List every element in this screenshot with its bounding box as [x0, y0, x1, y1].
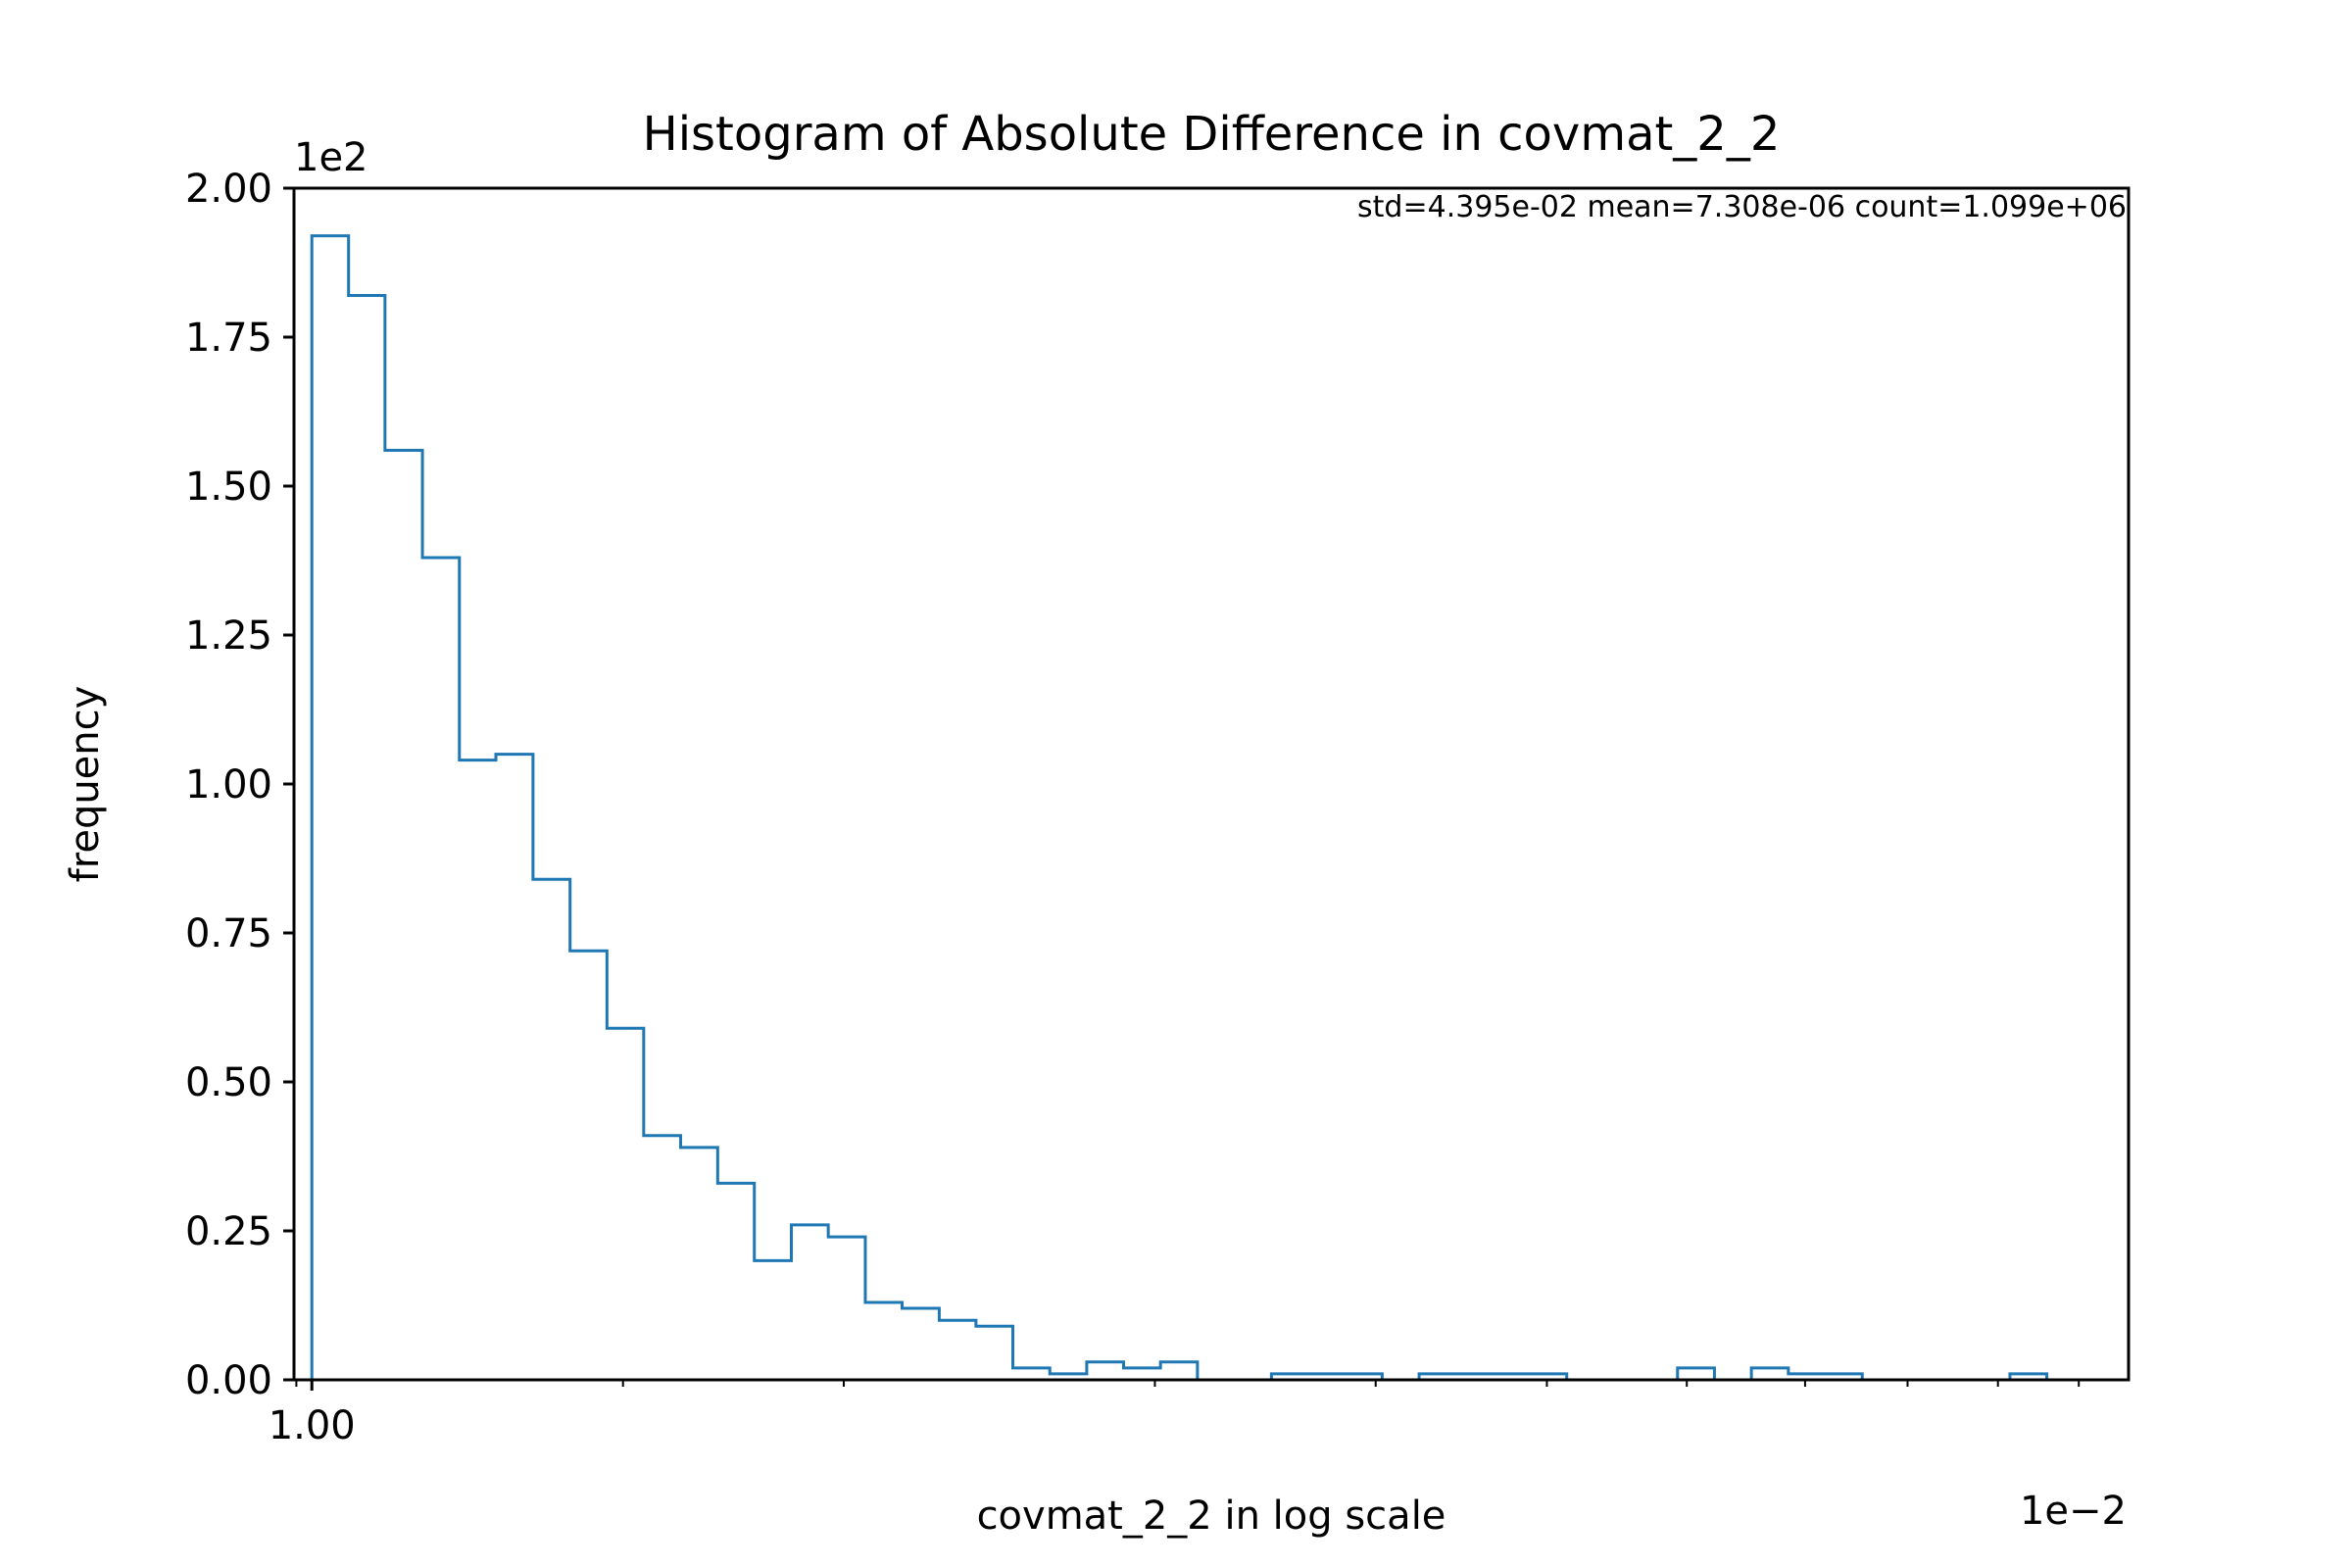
x-axis: 1.00: [269, 1380, 2081, 1448]
histogram-bin: [312, 236, 348, 1380]
histogram-marks: [310, 234, 2084, 1382]
histogram-bin: [903, 1308, 940, 1380]
histogram-bin: [460, 760, 496, 1380]
plot-frame: [292, 186, 2131, 1382]
histogram-bin: [792, 1225, 829, 1380]
histogram-bin: [717, 1183, 754, 1380]
histogram-bin: [1751, 1368, 1788, 1380]
x-tick-label: 1.00: [269, 1403, 356, 1448]
histogram-bin: [939, 1320, 975, 1380]
histogram-bin: [422, 558, 460, 1380]
x-axis-label: covmat_2_2 in log scale: [977, 1494, 1446, 1539]
stats-annotation: std=4.395e-02 mean=7.308e-06 count=1.099…: [1357, 190, 2127, 224]
x-offset-label: 1e−2: [2020, 1489, 2127, 1534]
histogram-bin: [496, 755, 533, 1380]
y-tick-label: 1.00: [185, 762, 272, 808]
y-tick-label: 0.50: [185, 1060, 272, 1105]
histogram-bin: [1013, 1368, 1051, 1380]
histogram-step-line: [310, 234, 2084, 1382]
y-offset-label: 1e2: [294, 135, 368, 180]
y-tick-label: 2.00: [185, 167, 272, 212]
histogram-bin: [1124, 1368, 1161, 1380]
histogram-bin: [681, 1148, 718, 1380]
histogram-bin: [533, 879, 570, 1380]
y-axis: 0.00 0.25 0.50 0.75 1.00 1.25 1.50 1.75 2.00: [185, 167, 294, 1403]
histogram-bin: [1678, 1368, 1715, 1380]
histogram-bin: [349, 295, 385, 1380]
histogram-bin: [976, 1326, 1013, 1380]
y-tick-label: 0.25: [185, 1209, 272, 1254]
histogram-bin: [644, 1136, 681, 1380]
histogram-bin: [1087, 1362, 1124, 1380]
histogram-bin: [570, 951, 608, 1380]
histogram-bin: [1160, 1362, 1198, 1380]
y-tick-label: 1.75: [185, 316, 272, 361]
histogram-bin: [828, 1237, 865, 1380]
histogram-bin: [607, 1028, 643, 1380]
y-tick-label: 0.00: [185, 1358, 272, 1403]
y-tick-label: 0.75: [185, 911, 272, 956]
chart-title: Histogram of Absolute Difference in covm…: [643, 107, 1781, 162]
histogram-bin: [385, 451, 422, 1380]
histogram-bin: [755, 1260, 792, 1380]
y-tick-label: 1.50: [185, 465, 272, 510]
y-tick-label: 1.25: [185, 613, 272, 659]
histogram-bin: [865, 1302, 903, 1380]
y-axis-label: frequency: [63, 686, 108, 883]
